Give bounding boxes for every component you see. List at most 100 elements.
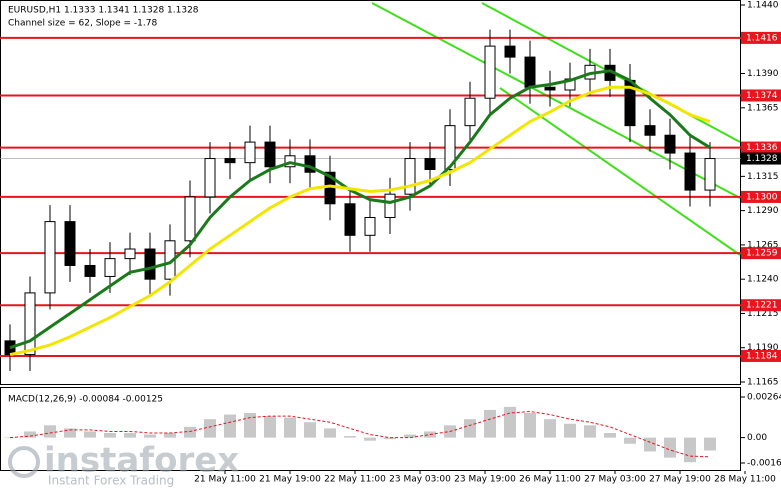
current-price-tag [741,152,781,165]
macd-bar [584,425,596,438]
level-tag [741,141,781,154]
candle-body [344,203,356,236]
x-tick-label: 21 May 19:00 [259,475,321,485]
macd-bar [264,416,276,438]
macd-title: MACD(12,26,9) -0.00084 -0.00125 [8,395,163,405]
macd-bar [404,434,416,438]
macd-bar [304,422,316,438]
chart-title: EURUSD,H1 1.1333 1.1341 1.1328 1.1328 [8,6,199,16]
candle-body [4,340,16,356]
candle-body [244,141,256,164]
x-tick-label: 23 May 19:00 [454,475,516,485]
y2-tick-label: 0.00 [747,433,767,443]
level-label: 1.1221 [746,301,778,311]
macd-bar [504,406,516,438]
watermark-tagline: Instant Forex Trading [48,474,174,488]
macd-bar [624,437,636,444]
y2-tick-label: -0.00165 [747,459,781,469]
watermark-brand: instaforex [44,441,239,481]
watermark: instaforex Instant Forex Trading [8,441,239,488]
level-tag [741,89,781,102]
macd-bar [164,433,176,438]
level-tag [741,247,781,260]
candle-body [264,141,276,168]
y-tick-label: 1.1215 [747,309,779,319]
y-tick-label: 1.1365 [747,103,779,113]
macd-bar [544,419,556,438]
macd-panel [0,387,741,471]
candle-body [304,155,316,173]
level-tag [741,31,781,44]
candle-body [504,45,516,58]
macd-bar [324,428,336,438]
macd-bar [384,437,396,440]
macd-bar [204,419,216,438]
candle-body [64,221,76,266]
macd-bar [224,414,236,438]
x-tick-label: 22 May 11:00 [324,475,386,485]
candle-body [84,264,96,277]
macd-bar [364,437,376,441]
candle-body [104,258,116,277]
y-tick-label: 1.1240 [747,275,779,285]
macd-bar [284,417,296,438]
macd-signal [9,410,711,458]
x-tick-label: 23 May 03:00 [389,475,451,485]
macd-bar [144,434,156,438]
macd-bar [124,433,136,438]
level-tag [741,349,781,362]
candle-body [704,158,716,191]
moving-average [9,69,711,350]
candle-body [184,196,196,242]
y-tick-label: 1.1290 [747,206,779,216]
macd-bar [684,437,696,463]
macd-bar [344,436,356,438]
candle-body [404,158,416,195]
channel-line [371,2,741,199]
x-tick-label: 26 May 11:00 [519,475,581,485]
macd-bar [464,419,476,438]
candle-body [664,134,676,154]
level-label: 1.1374 [746,91,778,101]
y-tick-label: 1.1390 [747,69,779,79]
candle-body [684,152,696,191]
candle-body [224,158,236,164]
macd-bar [44,425,56,438]
macd-bar [604,433,616,438]
candle-body [24,292,36,356]
macd-bar [704,437,716,451]
level-label: 1.1300 [746,192,778,202]
current-price-label: 1.1328 [746,154,778,164]
y-tick-label: 1.1315 [747,172,779,182]
x-tick-label: 27 May 03:00 [584,475,646,485]
level-tag [741,190,781,203]
x-tick-label: 28 May 11:00 [714,475,776,485]
macd-bar [664,437,676,458]
macd-bar [564,423,576,438]
chart-subtitle: Channel size = 62, Slope = -1.78 [8,19,157,29]
y-tick-label: 1.1440 [747,1,779,11]
watermark-logo [8,446,40,478]
candle-body [384,193,396,218]
y-tick-label: 1.1165 [747,378,779,388]
x-tick-label: 21 May 11:00 [194,475,256,485]
level-label: 1.1416 [746,33,778,43]
level-tag [741,299,781,312]
candle-body [424,158,436,171]
macd-bar [84,431,96,438]
macd-bar [244,413,256,438]
macd-bar [104,433,116,438]
macd-bar [484,409,496,438]
candle-body [544,86,556,91]
macd-bar [184,426,196,438]
candle-body [524,56,536,88]
macd-bar [644,437,656,452]
x-tick-label: 27 May 19:00 [649,475,711,485]
level-label: 1.1259 [746,249,778,259]
macd-bar [64,428,76,438]
candle-body [44,221,56,294]
candle-body [204,158,216,198]
macd-bar [524,413,536,438]
macd-bar [24,431,36,438]
